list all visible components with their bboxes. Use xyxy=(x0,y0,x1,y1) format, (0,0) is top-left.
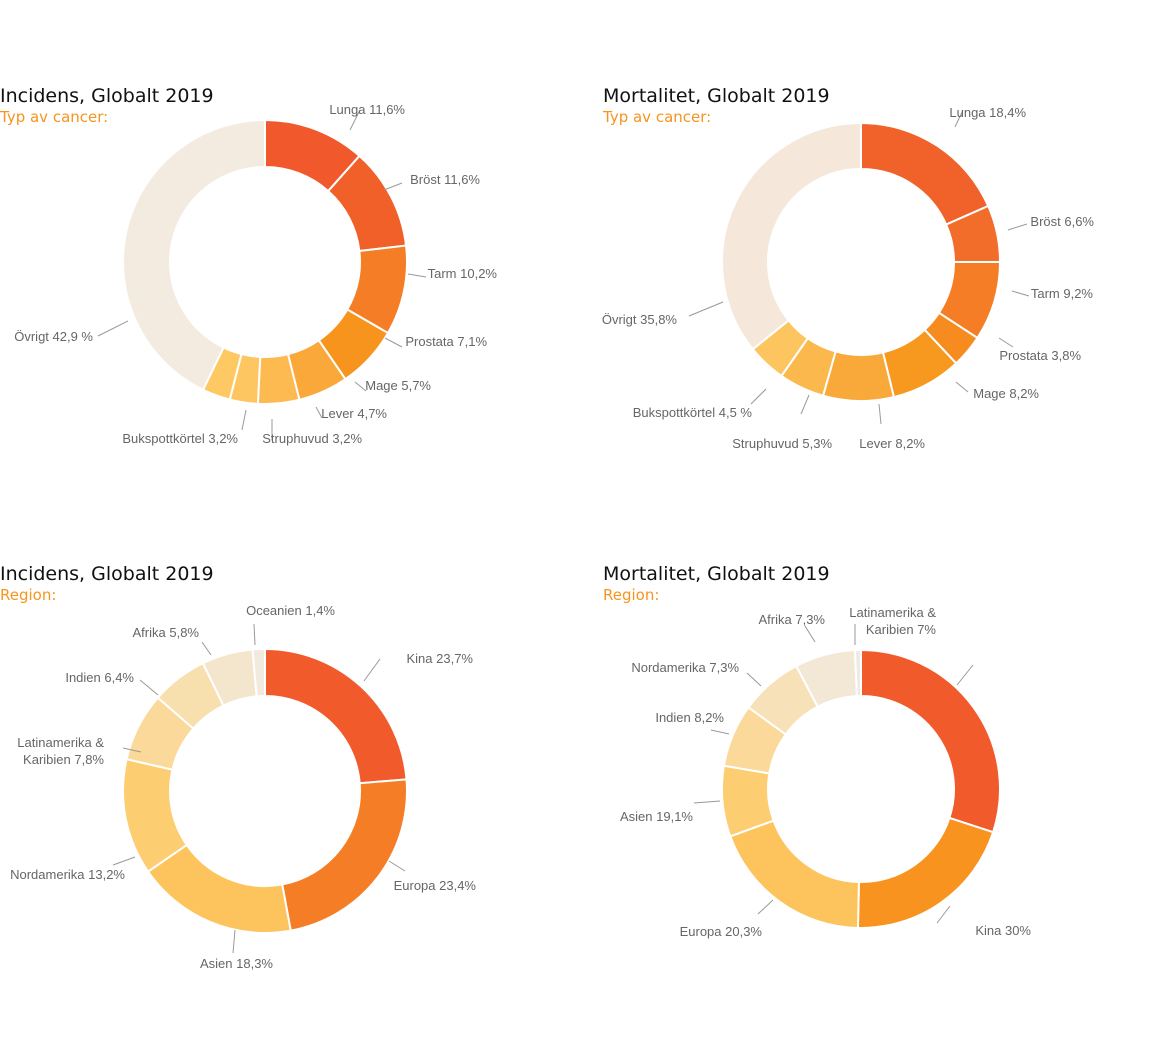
data-label-europa: Europa 20,3% xyxy=(680,924,763,939)
chart-title: Incidens, Globalt 2019 xyxy=(0,563,214,585)
leader-line xyxy=(112,856,136,866)
data-label-kina: Kina 23,7% xyxy=(407,651,474,666)
leader-line xyxy=(201,641,212,656)
leader-line xyxy=(956,664,974,686)
leader-line xyxy=(349,109,361,131)
leader-line xyxy=(354,381,367,392)
leader-line xyxy=(253,623,256,646)
donut-segment-asien xyxy=(729,819,860,929)
donut-chart: Lunga 11,6% Bröst 11,6% Tarm 10,2% Prostata… xyxy=(14,102,498,446)
data-label-bröst: Bröst 11,6% xyxy=(410,172,480,187)
data-label-nordamerika: Nordamerika 13,2% xyxy=(10,867,125,882)
leader-line xyxy=(955,381,969,393)
chart-subtitle: Typ av cancer: xyxy=(603,108,712,126)
data-label-tarm: Tarm 10,2% xyxy=(428,266,498,281)
chart-panel-mortality-type: Mortalitet, Globalt 2019 Typ av cancer: … xyxy=(602,84,1174,584)
chart-title: Mortalitet, Globalt 2019 xyxy=(603,563,830,585)
leader-line xyxy=(139,679,159,696)
chart-panel-incidence-type: Incidens, Globalt 2019 Typ av cancer: Lu… xyxy=(0,84,580,584)
leader-line xyxy=(936,905,951,924)
data-label-övrigt: Övrigt 35,8% xyxy=(602,312,678,327)
leader-line xyxy=(383,182,403,191)
leader-line xyxy=(998,337,1014,348)
data-label-kina: Kina 30% xyxy=(975,923,1031,938)
chart-subtitle: Region: xyxy=(603,586,660,604)
data-label-bukspottkörtel: Bukspottkörtel 3,2% xyxy=(122,431,238,446)
data-label-övrigt: Övrigt 42,9 % xyxy=(14,329,93,344)
data-label-latinamerika-and-karibien: Latinamerika & Karibien 7,8% xyxy=(17,735,104,767)
chart-subtitle: Typ av cancer: xyxy=(0,108,109,126)
donut-chart: Lunga 18,4% Bröst 6,6% Tarm 9,2% Prostata 3… xyxy=(602,105,1095,451)
data-label-struphuvud: Struphuvud 3,2% xyxy=(262,431,362,446)
leader-line xyxy=(1007,223,1028,231)
leader-line xyxy=(122,747,142,753)
data-label-latinamerika-and-karibien: Latinamerika & Karibien 7% xyxy=(849,605,936,637)
data-label-mage: Mage 5,7% xyxy=(365,378,431,393)
chart-panel-incidence-region: Incidens, Globalt 2019 Region: Kina 23,7… xyxy=(0,562,580,1062)
data-label-bukspottkörtel: Bukspottkörtel 4,5 % xyxy=(633,405,753,420)
leader-line xyxy=(1011,290,1030,297)
data-label-tarm: Tarm 9,2% xyxy=(1031,286,1094,301)
data-label-indien: Indien 8,2% xyxy=(655,710,724,725)
leader-line xyxy=(388,860,406,872)
leader-line xyxy=(750,388,767,405)
leader-line xyxy=(232,929,236,954)
chart-panel-mortality-region: Mortalitet, Globalt 2019 Region: Kina 30… xyxy=(603,562,1174,1062)
leader-line xyxy=(688,301,724,317)
chart-title: Incidens, Globalt 2019 xyxy=(0,85,214,107)
leader-line xyxy=(757,899,774,915)
data-label-bröst: Bröst 6,6% xyxy=(1030,214,1094,229)
leader-line xyxy=(878,403,882,425)
data-label-afrika: Afrika 5,8% xyxy=(133,625,200,640)
data-label-asien: Asien 19,1% xyxy=(620,809,693,824)
data-label-europa: Europa 23,4% xyxy=(394,878,477,893)
leader-line xyxy=(954,109,964,128)
data-label-prostata: Prostata 3,8% xyxy=(999,348,1081,363)
donut-segment-oceanien xyxy=(251,647,266,698)
data-label-oceanien: Oceanien 1,4% xyxy=(246,603,335,618)
data-label-lunga: Lunga 18,4% xyxy=(949,105,1026,120)
leader-line xyxy=(710,729,730,735)
donut-segment-asien xyxy=(146,843,292,934)
donut-segment-europa xyxy=(281,778,408,932)
data-label-prostata: Prostata 7,1% xyxy=(405,334,487,349)
data-label-struphuvud: Struphuvud 5,3% xyxy=(732,436,832,451)
donut-segment-övrigt xyxy=(122,118,266,392)
donut-chart: Kina 30% Europa 20,3% Asien 19,1% Indien 8,… xyxy=(620,605,1031,939)
donut-segment-kina xyxy=(264,647,408,785)
donut-segment-europa xyxy=(856,816,995,929)
data-label-indien: Indien 6,4% xyxy=(65,670,134,685)
leader-line xyxy=(97,320,129,337)
leader-line xyxy=(315,406,323,419)
leader-line xyxy=(363,658,381,682)
donut-segment-oceanien xyxy=(853,648,862,698)
donut-chart: Kina 23,7% Europa 23,4% Asien 18,3% Nordame… xyxy=(10,603,477,971)
data-label-afrika: Afrika 7,3% xyxy=(759,612,826,627)
chart-subtitle: Region: xyxy=(0,586,57,604)
data-label-lunga: Lunga 11,6% xyxy=(329,102,405,117)
leader-line xyxy=(800,394,810,415)
chart-title: Mortalitet, Globalt 2019 xyxy=(603,85,830,107)
leader-line xyxy=(693,800,721,804)
leader-line xyxy=(746,672,762,687)
data-label-lever: Lever 4,7% xyxy=(321,406,387,421)
leader-line xyxy=(241,409,247,431)
leader-line xyxy=(804,625,816,643)
data-label-nordamerika: Nordamerika 7,3% xyxy=(631,660,739,675)
leader-line xyxy=(407,273,427,278)
donut-segment-kina xyxy=(860,648,1001,834)
data-label-asien: Asien 18,3% xyxy=(200,956,273,971)
data-label-mage: Mage 8,2% xyxy=(973,386,1039,401)
data-label-lever: Lever 8,2% xyxy=(859,436,925,451)
leader-line xyxy=(384,337,403,348)
donut-segment-lunga xyxy=(860,121,990,226)
donut-segment-övrigt xyxy=(721,121,862,351)
